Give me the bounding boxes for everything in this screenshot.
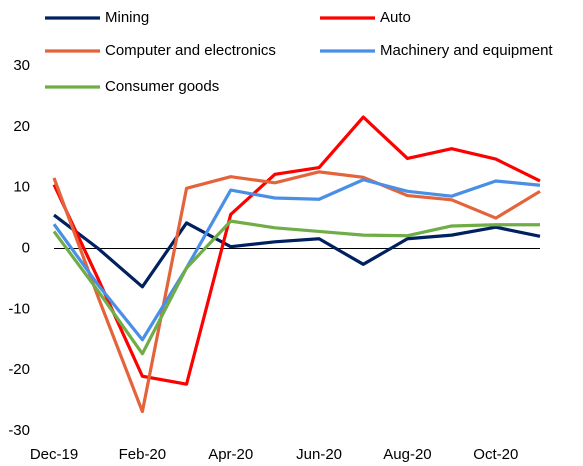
y-tick-label: 0 <box>22 239 30 256</box>
y-tick-label: 20 <box>13 118 30 135</box>
x-tick-label: Feb-20 <box>119 446 167 463</box>
x-tick-label: Dec-19 <box>30 446 78 463</box>
y-tick-label: 10 <box>13 179 30 196</box>
y-tick-label: 30 <box>13 57 30 74</box>
legend-label: Computer and electronics <box>105 42 276 59</box>
line <box>53 213 541 289</box>
legend-label: Machinery and equipment <box>380 42 553 59</box>
x-tick-label: Aug-20 <box>383 446 431 463</box>
line <box>52 170 541 414</box>
line <box>52 115 541 386</box>
x-tick-label: Apr-20 <box>208 446 253 463</box>
line <box>52 219 540 356</box>
y-tick-label: -30 <box>8 422 30 439</box>
legend-label: Mining <box>105 9 149 26</box>
x-tick-label: Oct-20 <box>473 446 518 463</box>
x-tick-label: Jun-20 <box>296 446 342 463</box>
y-tick-label: -10 <box>8 300 30 317</box>
line <box>52 178 541 342</box>
legend-label: Consumer goods <box>105 78 219 95</box>
legend-label: Auto <box>380 9 411 26</box>
y-tick-label: -20 <box>8 361 30 378</box>
